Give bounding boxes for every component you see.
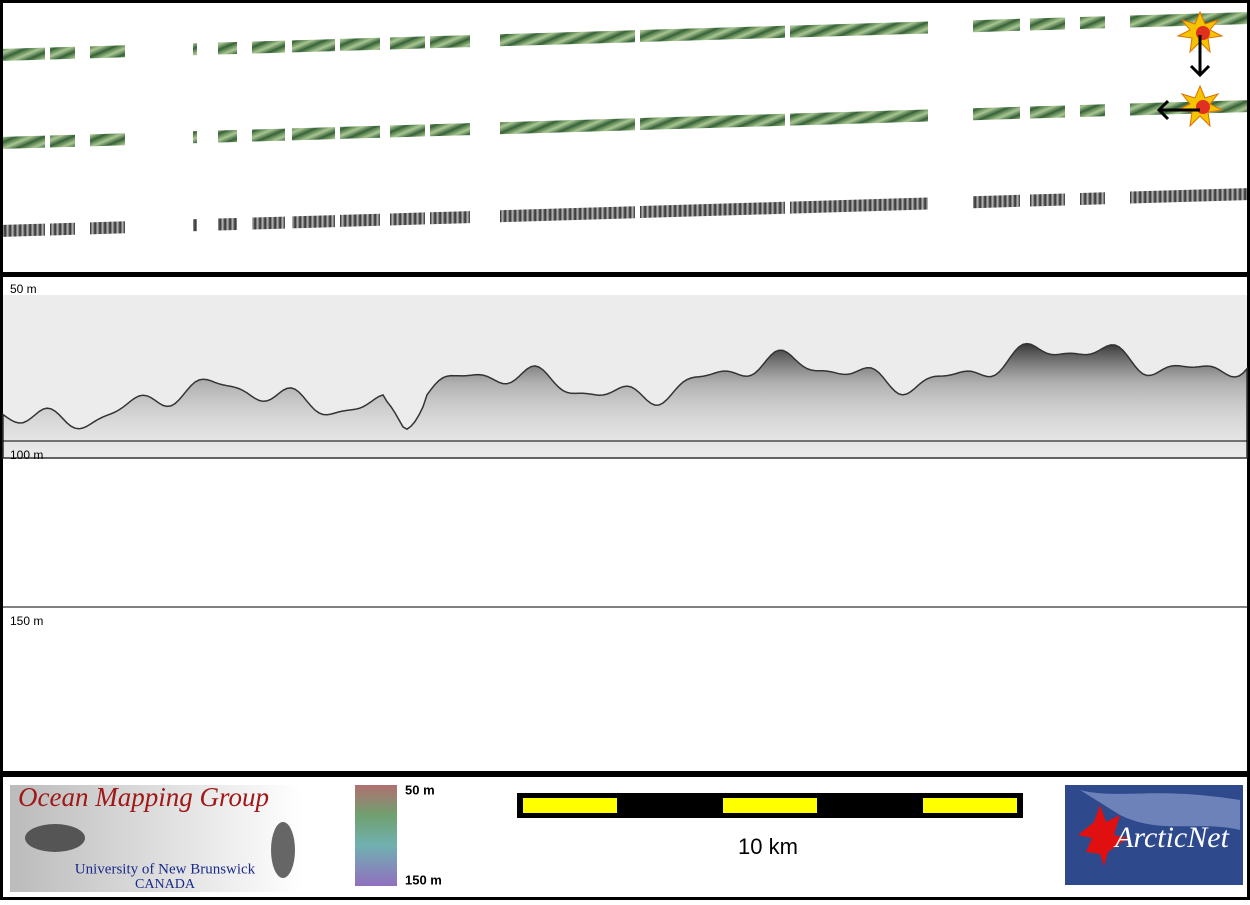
swath-strip — [252, 216, 285, 230]
swath-strip — [50, 134, 75, 148]
swath-strip — [340, 213, 380, 227]
swath-strip — [390, 212, 425, 226]
swath-strip — [90, 45, 125, 59]
swath-strip — [193, 131, 197, 144]
colorbar-label: 150 m — [405, 872, 442, 887]
swath-strip — [390, 124, 425, 138]
swath-strip — [252, 40, 285, 54]
omg-line: CANADA — [135, 877, 196, 892]
swath-strips — [3, 12, 1247, 237]
swath-strip — [790, 197, 928, 214]
swath-strip — [292, 39, 335, 53]
markers — [1156, 10, 1224, 128]
swath-strip — [973, 106, 1020, 121]
swath-strip — [193, 43, 197, 56]
omg-title: Ocean Mapping Group — [18, 782, 269, 812]
swath-strip — [430, 211, 470, 225]
swath-strip — [218, 41, 237, 55]
scale-segment — [723, 798, 817, 813]
scale-segment — [923, 798, 1017, 813]
swath-strip — [640, 25, 785, 43]
depth-label: 100 m — [10, 448, 43, 462]
swath-strip — [50, 222, 75, 236]
swath-strip — [1080, 16, 1105, 30]
scale-label: 10 km — [738, 834, 798, 859]
swath-strip — [90, 221, 125, 235]
colorbar-label: 50 m — [405, 782, 435, 797]
swath-strip — [973, 18, 1020, 33]
swath-strip — [292, 215, 335, 229]
arcticnet-title: ArcticNet — [1113, 821, 1230, 854]
swath-panel — [3, 3, 1247, 272]
swath-strip — [1130, 188, 1247, 204]
swath-strip — [1030, 17, 1065, 31]
swath-strip — [430, 35, 470, 49]
logo-map — [1080, 790, 1240, 830]
swath-strip — [500, 30, 635, 47]
colorbar — [355, 785, 397, 886]
swath-strip — [790, 21, 928, 38]
swath-strip — [3, 223, 45, 237]
seabed-profile — [2, 342, 1248, 459]
swath-strip — [292, 127, 335, 141]
swath-strip — [3, 135, 45, 149]
swath-strip — [340, 125, 380, 139]
swath-strip — [430, 123, 470, 137]
swath-strip — [790, 109, 928, 126]
swath-strip — [1080, 192, 1105, 206]
swath-strip — [500, 206, 635, 223]
logo-icon — [271, 822, 295, 878]
depth-label: 50 m — [10, 282, 37, 296]
swath-strip — [1130, 12, 1247, 28]
swath-strip — [193, 219, 197, 232]
logo-icon — [25, 824, 85, 852]
swath-strip — [500, 118, 635, 135]
swath-strip — [640, 201, 785, 219]
swath-strip — [1030, 193, 1065, 207]
depth-label: 150 m — [10, 614, 43, 628]
swath-strip — [218, 129, 237, 143]
swath-strip — [3, 47, 45, 61]
scale-segment — [523, 798, 617, 813]
swath-strip — [90, 133, 125, 147]
swath-strip — [50, 46, 75, 60]
swath-strip — [252, 128, 285, 142]
maple-leaf — [1078, 805, 1128, 866]
swath-strip — [218, 217, 237, 231]
swath-strip — [640, 113, 785, 131]
omg-line: University of New Brunswick — [75, 861, 256, 877]
swath-strip — [1080, 104, 1105, 118]
swath-strip — [973, 194, 1020, 209]
swath-strip — [1030, 105, 1065, 119]
swath-strip — [390, 36, 425, 50]
swath-strip — [340, 37, 380, 51]
